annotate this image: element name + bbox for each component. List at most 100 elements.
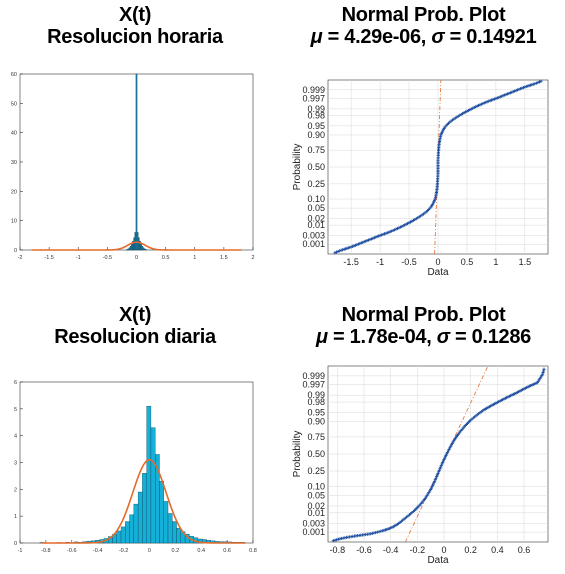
y-tick-label: 0.01 xyxy=(307,508,325,518)
histogram-bar xyxy=(120,526,126,544)
chart-title-line1: Normal Prob. Plot xyxy=(341,4,506,26)
data-point xyxy=(530,83,534,87)
y-tick-label: 0.05 xyxy=(307,203,325,213)
title-sigma-value: = 0.1286 xyxy=(449,326,531,348)
histogram-bar xyxy=(116,530,122,544)
x-tick-label: 1 xyxy=(193,255,196,261)
y-tick-label: 0.98 xyxy=(307,397,325,407)
histogram-bar xyxy=(133,503,139,544)
data-point xyxy=(375,530,379,534)
y-tick-label: 0.003 xyxy=(302,231,325,241)
x-tick-label: 0.6 xyxy=(518,545,531,555)
y-tick-label: 6 xyxy=(14,380,17,386)
x-tick-label: -0.8 xyxy=(41,548,50,554)
normal-fit-curve xyxy=(31,241,242,251)
y-tick-label: 0.997 xyxy=(302,380,325,390)
x-tick-label: 0.8 xyxy=(249,548,257,554)
y-tick-label: 0.25 xyxy=(307,466,325,476)
x-tick-label: -1 xyxy=(376,257,384,267)
x-tick-label: 0.4 xyxy=(197,548,205,554)
x-tick-label: 1.5 xyxy=(220,255,228,261)
histogram-bar xyxy=(159,481,164,544)
histogram-bar xyxy=(129,514,135,544)
data-point xyxy=(379,529,383,533)
y-tick-label: 0.95 xyxy=(307,121,325,131)
x-tick-label: -1 xyxy=(18,548,23,554)
y-tick-label: 0.05 xyxy=(307,491,325,501)
y-tick-label: 0.01 xyxy=(307,220,325,230)
x-tick-label: 0 xyxy=(135,255,138,261)
x-axis-label: Data xyxy=(427,267,449,278)
panel-hist-hourly: X(t) Resolucion horaria -2 -1.5 -1 -0.5 0 0.5… xyxy=(0,0,270,280)
histogram-bar xyxy=(167,513,173,544)
y-tick-label: 50 xyxy=(11,101,17,107)
data-point xyxy=(333,538,337,542)
title-mu-value: = 4.29e-06, xyxy=(322,26,432,48)
histogram-bar xyxy=(135,73,138,251)
y-tick-label: 0.10 xyxy=(307,194,325,204)
sigma-symbol: σ xyxy=(436,326,450,348)
histogram-bar xyxy=(176,528,182,544)
data-point xyxy=(533,82,537,86)
chart-title-line2: Resolucion horaria xyxy=(47,26,223,48)
x-tick-label: -0.8 xyxy=(330,545,346,555)
x-tick-label: -1 xyxy=(76,255,81,261)
x-tick-label: -0.4 xyxy=(93,548,102,554)
x-tick-label: -0.6 xyxy=(356,545,372,555)
y-tick-label: 0.003 xyxy=(302,518,325,528)
panel-hist-daily: X(t) Resolucion diaria -1 -0.8 -0.6 -0.4 -0.… xyxy=(0,300,270,560)
x-tick-label: 0.5 xyxy=(162,255,170,261)
y-tick-label: 2 xyxy=(14,487,17,493)
chart-probplot-daily: -0.8 -0.6 -0.4 -0.2 0 0.2 0.4 0.6 0.0010.0030.01… xyxy=(292,365,549,566)
chart-title-line2: μ = 4.29e-06, σ = 0.14921 xyxy=(282,26,565,48)
y-tick-label: 0.997 xyxy=(302,93,325,103)
x-tick-label: 1.5 xyxy=(519,257,532,267)
x-tick-label: -0.5 xyxy=(401,257,417,267)
y-tick-label: 0.001 xyxy=(302,527,325,537)
x-tick-label: -0.2 xyxy=(119,548,128,554)
chart-title-line1: X(t) xyxy=(118,304,152,326)
y-axis-label: Probability xyxy=(292,144,303,191)
y-tick-label: 0.95 xyxy=(307,407,325,417)
panel-probplot-hourly: Normal Prob. Plot μ = 4.29e-06, σ = 0.14… xyxy=(282,0,565,285)
y-tick-label: 0 xyxy=(14,248,17,254)
x-tick-label: 1 xyxy=(493,257,498,267)
x-tick-label: 0 xyxy=(435,257,440,267)
y-tick-label: 0.75 xyxy=(307,145,325,155)
x-tick-label: -1.5 xyxy=(343,257,359,267)
y-tick-label: 60 xyxy=(11,72,17,78)
x-tick-label: -0.6 xyxy=(67,548,76,554)
chart-probplot-hourly: -1.5 -1 -0.5 0 0.5 1 1.5 0.0010.0030.010.020.05… xyxy=(292,79,549,278)
mu-symbol: μ xyxy=(316,326,328,348)
chart-title-line2: μ = 1.78e-04, σ = 0.1286 xyxy=(282,326,565,348)
histogram-bar xyxy=(150,427,156,544)
chart-hist-daily: -1 -0.8 -0.6 -0.4 -0.2 0 0.2 0.4 0.6 0.8 0 1 2 3 4 5 6 xyxy=(14,380,257,554)
y-tick-label: 1 xyxy=(14,514,17,520)
y-tick-label: 30 xyxy=(11,160,17,166)
x-tick-label: 0 xyxy=(148,548,151,554)
x-tick-label: 0.5 xyxy=(461,257,474,267)
panel-probplot-daily: Normal Prob. Plot μ = 1.78e-04, σ = 0.12… xyxy=(282,300,565,574)
chart-title-line2: Resolucion diaria xyxy=(54,326,216,348)
x-tick-label: 0.2 xyxy=(464,545,477,555)
y-axis-label: Probability xyxy=(292,431,303,478)
data-point xyxy=(377,530,381,534)
y-tick-label: 3 xyxy=(14,461,17,467)
x-tick-label: -0.4 xyxy=(383,545,399,555)
data-point xyxy=(335,538,339,542)
y-tick-label: 0.75 xyxy=(307,432,325,442)
x-tick-label: -0.5 xyxy=(103,255,112,261)
y-tick-label: 0.999 xyxy=(302,85,325,95)
y-tick-label: 20 xyxy=(11,189,17,195)
x-tick-label: -0.2 xyxy=(410,545,426,555)
data-point xyxy=(539,79,543,83)
data-point xyxy=(542,367,546,371)
title-mu-value: = 1.78e-04, xyxy=(327,326,437,348)
data-point xyxy=(337,249,342,253)
y-tick-label: 40 xyxy=(11,131,17,137)
x-tick-label: 2 xyxy=(251,255,254,261)
y-tick-label: 0.999 xyxy=(302,371,325,381)
y-tick-label: 0.50 xyxy=(307,162,325,172)
histogram-bar xyxy=(172,521,177,544)
